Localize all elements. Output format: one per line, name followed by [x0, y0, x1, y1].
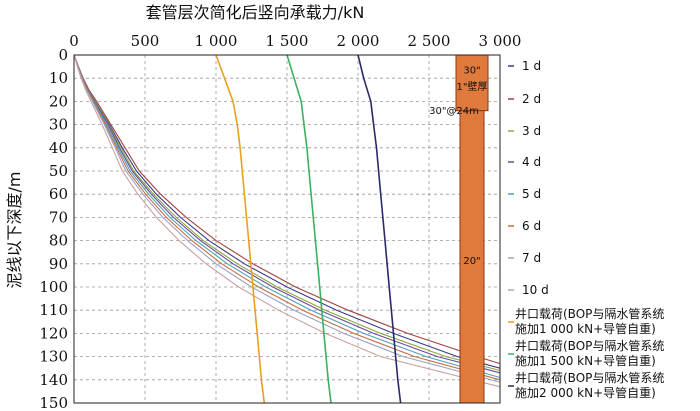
- series-line-9: [215, 54, 266, 404]
- y-tick-label: 40: [49, 139, 68, 157]
- y-tick-label: 130: [39, 348, 68, 366]
- x-tick-label: 1 500: [266, 32, 309, 50]
- y-tick-label: 90: [49, 255, 68, 273]
- legend-label-8: 10 d: [522, 283, 549, 297]
- y-axis-title: 泥线以下深度/m: [5, 172, 24, 289]
- y-tick-label: 110: [39, 301, 68, 319]
- legend-label-2: 2 d: [522, 92, 541, 106]
- y-tick-label: 60: [49, 185, 68, 203]
- casing-top-sub: 1"壁厚: [457, 80, 488, 93]
- y-tick-label: 0: [58, 46, 68, 64]
- legend-label-5: 5 d: [522, 187, 541, 201]
- casing-top-label: 30": [463, 66, 480, 77]
- legend-label-line2: 施加1 500 kN+导管自重): [515, 353, 656, 368]
- x-tick-label: 3 000: [479, 32, 522, 50]
- casing-step-label: 30"@24m: [429, 106, 479, 117]
- y-tick-label: 10: [49, 69, 68, 87]
- legend-label-7: 7 d: [522, 251, 541, 265]
- x-axis-title: 套管层次简化后竖向承载力/kN: [146, 3, 365, 22]
- series-line-10: [286, 54, 332, 404]
- y-tick-label: 100: [39, 278, 68, 296]
- y-tick-label: 70: [49, 208, 68, 226]
- legend-label-line1: 井口载荷(BOP与隔水管系统: [515, 370, 664, 385]
- plot-frame: [73, 54, 501, 404]
- y-tick-label: 80: [49, 232, 68, 250]
- casing-column: 30" 1"壁厚 30"@24m 20": [429, 54, 489, 404]
- legend-label-4: 4 d: [522, 155, 541, 169]
- y-tick-label: 120: [39, 324, 68, 342]
- series-line-8: [73, 54, 501, 388]
- series-line-7: [73, 54, 501, 383]
- legend-label-line1: 井口载荷(BOP与隔水管系统: [515, 338, 664, 353]
- y-tick-label: 20: [49, 92, 68, 110]
- series-lines: [73, 54, 501, 404]
- grid-lines: [74, 55, 500, 403]
- y-tick-label: 50: [49, 162, 68, 180]
- x-tick-labels: 0 500 1 000 1 500 2 000 2 500 3 000: [69, 32, 521, 50]
- legend: 1 d 2 d 3 d 4 d 5 d 6 d 7 d 10 d 井口载荷(BOP与隔水管系统施…: [508, 59, 664, 400]
- legend-label-line2: 施加2 000 kN+导管自重): [515, 385, 656, 400]
- x-tick-label: 1 000: [195, 32, 238, 50]
- y-tick-label: 30: [49, 116, 68, 134]
- legend-label-line2: 施加1 000 kN+导管自重): [515, 321, 656, 336]
- legend-label-9: 井口载荷(BOP与隔水管系统施加1 000 kN+导管自重): [515, 306, 664, 336]
- legend-label-11: 井口载荷(BOP与隔水管系统施加2 000 kN+导管自重): [515, 370, 664, 400]
- casing-lower-label: 20": [463, 256, 480, 267]
- x-tick-label: 2 000: [337, 32, 380, 50]
- legend-label-1: 1 d: [522, 59, 541, 73]
- x-tick-label: 0: [69, 32, 79, 50]
- y-tick-label: 140: [39, 371, 68, 389]
- legend-label-6: 6 d: [522, 219, 541, 233]
- x-tick-label: 2 500: [408, 32, 451, 50]
- casing-30in-section: [455, 54, 489, 112]
- y-tick-label: 150: [39, 394, 68, 411]
- legend-label-3: 3 d: [522, 124, 541, 138]
- series-line-11: [357, 54, 402, 404]
- legend-label-line1: 井口载荷(BOP与隔水管系统: [515, 306, 664, 321]
- y-tick-labels: 0 10 20 30 40 50 60 70 80 90 100 110 120 130 140 150: [39, 46, 68, 411]
- x-tick-label: 500: [131, 32, 160, 50]
- legend-label-10: 井口载荷(BOP与隔水管系统施加1 500 kN+导管自重): [515, 338, 664, 368]
- casing-20in-section: [459, 110, 485, 404]
